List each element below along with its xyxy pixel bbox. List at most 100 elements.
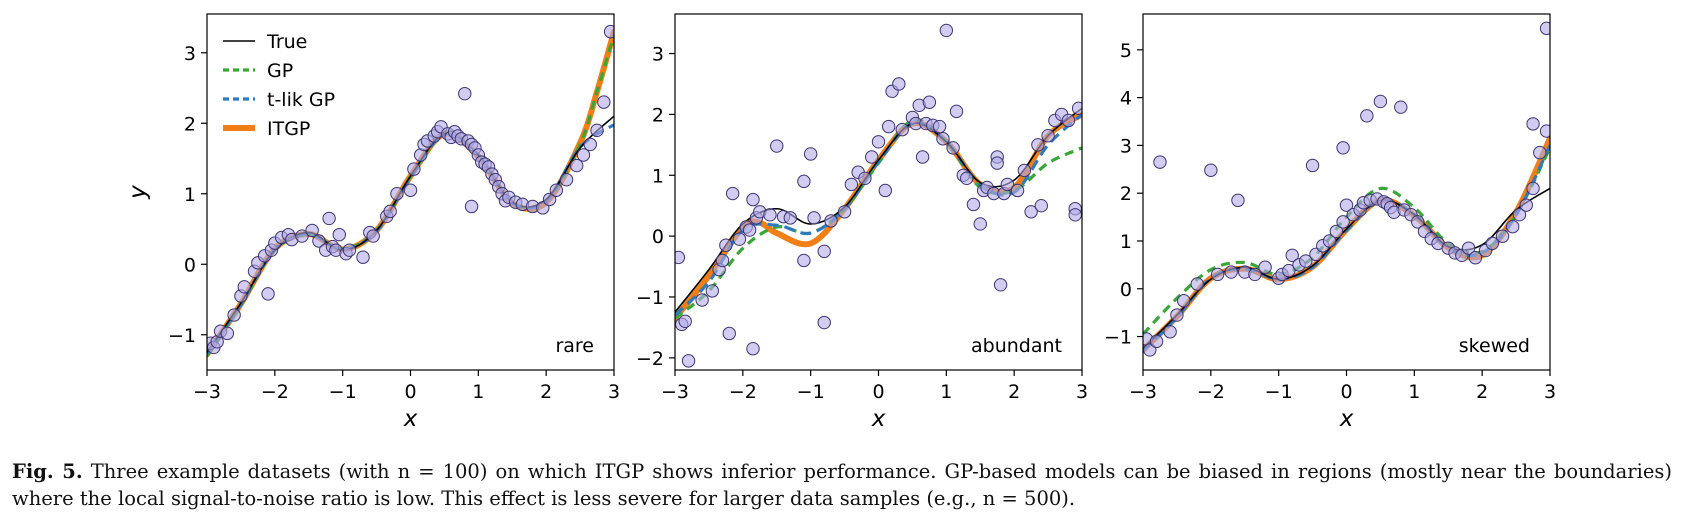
data-point bbox=[1336, 141, 1350, 155]
x-tick-label: −1 bbox=[329, 381, 357, 403]
chart-panel-3: −3 −2 −1 0 1 2 3 −1 0 1 2 3 4 5 x skewed bbox=[1104, 13, 1556, 430]
y-tick-label: −1 bbox=[1104, 327, 1132, 349]
y-tick-label: 3 bbox=[652, 44, 664, 66]
data-point bbox=[1258, 260, 1272, 274]
data-point bbox=[1231, 193, 1245, 208]
data-point bbox=[1394, 100, 1408, 114]
data-point bbox=[837, 205, 852, 219]
data-point bbox=[1512, 207, 1527, 222]
data-point bbox=[1411, 215, 1425, 229]
data-point bbox=[1248, 267, 1262, 282]
data-point bbox=[603, 24, 614, 39]
data-point bbox=[1285, 248, 1299, 263]
data-point bbox=[1526, 117, 1540, 131]
data-point bbox=[559, 172, 574, 187]
y-tick-label: 0 bbox=[184, 254, 196, 276]
y-tick-label: 0 bbox=[1120, 279, 1132, 301]
data-point bbox=[1282, 263, 1296, 278]
data-point bbox=[261, 287, 275, 301]
data-point bbox=[1468, 251, 1483, 265]
data-point bbox=[1163, 325, 1177, 339]
data-point bbox=[770, 139, 784, 153]
legend-label: ITGP bbox=[267, 118, 310, 140]
data-point bbox=[1539, 124, 1550, 138]
y-tick-label: 5 bbox=[1120, 40, 1132, 62]
x-tick-label: −2 bbox=[1197, 381, 1225, 403]
data-point bbox=[746, 192, 760, 207]
data-point bbox=[915, 150, 930, 164]
data-point bbox=[1299, 254, 1313, 268]
panel-label: skewed bbox=[1459, 335, 1530, 357]
x-tick-label: −1 bbox=[797, 381, 825, 403]
y-tick-label: 1 bbox=[652, 165, 664, 187]
data-point bbox=[1061, 113, 1076, 128]
data-point bbox=[1485, 236, 1500, 251]
data-point bbox=[549, 183, 564, 197]
panel-label: abundant bbox=[971, 335, 1062, 357]
data-point bbox=[878, 183, 892, 198]
data-point bbox=[322, 211, 336, 226]
data-point bbox=[719, 238, 733, 252]
y-tick-label: −2 bbox=[636, 348, 664, 370]
series-line-true bbox=[207, 115, 614, 354]
data-point bbox=[458, 86, 472, 101]
x-axis-label: x bbox=[871, 406, 886, 430]
x-tick-label: 3 bbox=[1076, 381, 1088, 403]
chart-panel-2: −3 −2 −1 0 1 2 3 −2 −1 0 1 2 3 x abundant bbox=[636, 13, 1088, 430]
data-point bbox=[1336, 215, 1350, 229]
data-point bbox=[895, 122, 909, 137]
legend-label: t-lik GP bbox=[267, 89, 335, 111]
data-point bbox=[1339, 198, 1354, 212]
data-point bbox=[1360, 109, 1374, 123]
data-point bbox=[1505, 219, 1520, 234]
data-point bbox=[993, 278, 1008, 292]
data-point bbox=[742, 223, 757, 237]
data-point bbox=[1068, 208, 1082, 222]
data-point bbox=[295, 229, 309, 243]
data-point bbox=[1204, 163, 1218, 177]
plot-area bbox=[1143, 21, 1550, 357]
data-point bbox=[576, 148, 591, 162]
data-point bbox=[892, 77, 906, 91]
data-point bbox=[1461, 241, 1476, 255]
data-point bbox=[705, 284, 720, 298]
data-point bbox=[1000, 177, 1015, 192]
data-point bbox=[949, 104, 964, 119]
data-point bbox=[858, 171, 872, 186]
y-tick-label: 0 bbox=[652, 226, 664, 248]
x-tick-label: 2 bbox=[1476, 381, 1488, 403]
y-tick-label: 2 bbox=[1120, 183, 1132, 205]
data-point bbox=[844, 177, 859, 192]
x-tick-label: 2 bbox=[540, 381, 552, 403]
data-point bbox=[1034, 198, 1049, 213]
data-point bbox=[597, 95, 611, 109]
caption-text: Three example datasets (with n = 100) on… bbox=[12, 460, 1673, 510]
data-point bbox=[366, 229, 380, 243]
data-point bbox=[990, 156, 1004, 170]
data-point bbox=[1031, 138, 1045, 152]
data-point bbox=[583, 137, 597, 152]
data-point bbox=[305, 223, 319, 238]
data-point bbox=[959, 171, 974, 186]
y-tick-label: −1 bbox=[168, 325, 196, 347]
x-tick-label: 3 bbox=[608, 381, 620, 403]
data-point bbox=[237, 280, 252, 294]
figure: −3 −2 −1 0 1 2 3 −1 0 1 2 3 x y rare True GP t-lik GP ITGP… bbox=[125, 13, 1556, 430]
data-point bbox=[966, 197, 981, 212]
data-point bbox=[824, 214, 838, 228]
data-point bbox=[356, 250, 370, 264]
data-point bbox=[871, 135, 886, 149]
data-point bbox=[722, 326, 736, 341]
data-point bbox=[383, 204, 397, 219]
data-point bbox=[936, 132, 950, 146]
data-point bbox=[817, 315, 831, 330]
data-point bbox=[1153, 155, 1167, 169]
y-axis-label: y bbox=[125, 185, 151, 200]
data-point bbox=[1373, 94, 1388, 109]
x-tick-label: 2 bbox=[1008, 381, 1020, 403]
data-point bbox=[220, 326, 235, 341]
x-tick-label: −3 bbox=[661, 381, 689, 403]
data-point bbox=[881, 119, 896, 134]
x-tick-label: 1 bbox=[940, 381, 952, 403]
data-point bbox=[1322, 234, 1337, 248]
